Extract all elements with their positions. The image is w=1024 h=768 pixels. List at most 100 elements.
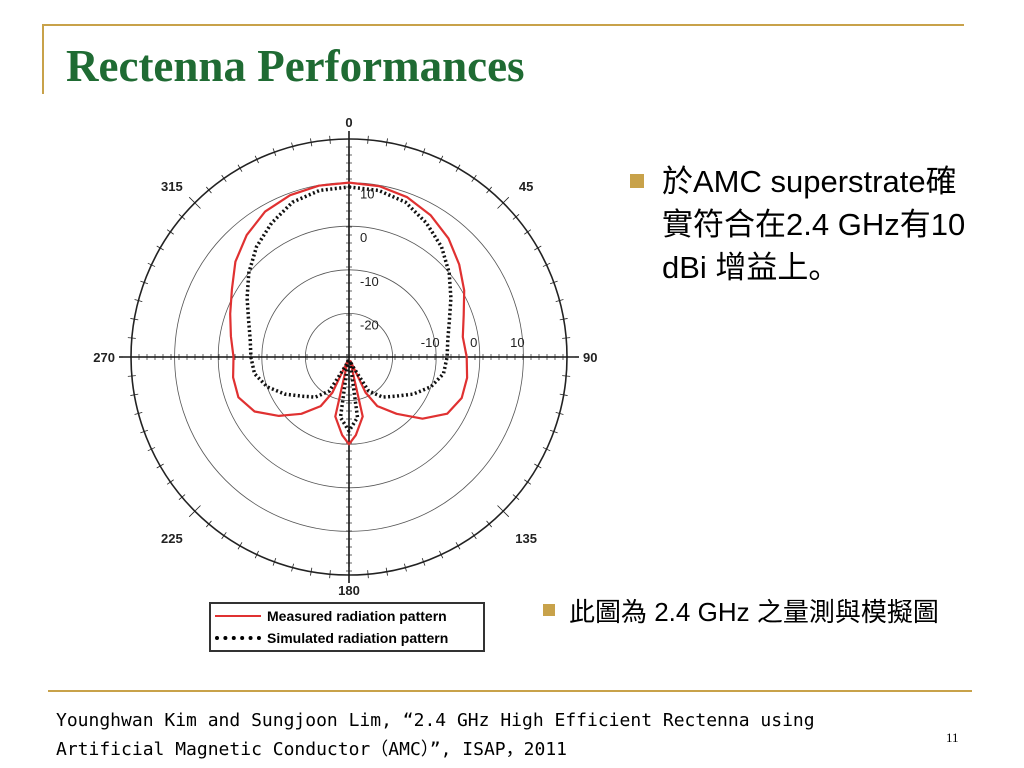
angle-tick-label: 180 <box>338 583 360 598</box>
angle-tick <box>439 155 444 164</box>
angle-tick <box>254 155 259 164</box>
series-line-simulated <box>245 185 453 433</box>
angle-tick <box>310 567 313 576</box>
angle-tick-label: 315 <box>161 179 183 194</box>
angle-tick <box>385 567 388 576</box>
radial-tick-label: -10 <box>360 274 379 289</box>
legend-swatch-simulated <box>215 636 261 640</box>
angle-tick <box>367 570 369 579</box>
angle-tick <box>421 557 426 566</box>
angle-tick <box>471 532 477 540</box>
citation-line-1: Younghwan Kim and Sungjoon Lim, “2.4 GHz… <box>56 710 815 731</box>
angle-tick <box>512 494 520 501</box>
angle-tick <box>221 174 227 182</box>
angle-tick-label: 135 <box>515 531 537 546</box>
angle-tick <box>455 164 461 172</box>
angle-tick <box>486 186 493 194</box>
angle-tick <box>205 186 212 194</box>
angle-tick <box>549 429 558 434</box>
bullet-text-figure-note: 此圖為 2.4 GHz 之量測與模擬圖 <box>569 597 939 627</box>
radial-tick-label: -10 <box>421 335 440 350</box>
angle-tick <box>559 393 568 396</box>
title-frame-top-rule <box>42 24 964 26</box>
angle-tick <box>555 412 564 415</box>
footer-rule <box>48 690 972 692</box>
angle-tick <box>237 542 243 550</box>
legend-label-simulated: Simulated radiation pattern <box>267 630 449 646</box>
angle-tick <box>127 337 136 339</box>
angle-tick <box>471 174 477 182</box>
angle-tick <box>562 375 571 377</box>
angle-tick <box>291 563 294 572</box>
angle-tick <box>555 299 564 302</box>
radial-tick-label: 0 <box>470 335 477 350</box>
angle-tick <box>512 213 520 220</box>
legend-label-measured: Measured radiation pattern <box>267 608 447 624</box>
angle-tick <box>534 245 542 251</box>
angle-tick <box>130 393 139 396</box>
angle-tick <box>178 213 186 220</box>
angle-tick <box>188 196 201 209</box>
polar-grid <box>119 131 579 583</box>
square-bullet-icon <box>543 604 555 616</box>
angle-tick <box>272 557 277 566</box>
angle-tick <box>329 570 331 579</box>
polar-series <box>229 181 469 446</box>
legend-swatch-measured <box>215 615 261 617</box>
angle-tick <box>221 532 227 540</box>
square-bullet-icon <box>630 174 644 188</box>
angle-tick <box>404 142 407 151</box>
angle-tick <box>559 318 568 321</box>
citation-line-2: Artificial Magnetic Conductor（AMC）”, ISA… <box>56 739 567 760</box>
angle-tick <box>549 280 558 285</box>
angle-tick <box>166 229 174 235</box>
angle-tick <box>439 550 444 559</box>
angle-tick-label: 225 <box>161 531 183 546</box>
angle-tick <box>156 245 164 251</box>
angle-tick <box>156 463 164 469</box>
series-line-measured <box>229 181 469 446</box>
angle-tick <box>367 135 369 144</box>
angle-tick <box>237 164 243 172</box>
angle-tick <box>134 299 143 302</box>
bullet-text-gain: 於AMC superstrate確實符合在2.4 GHz有10 dBi 增益上。 <box>662 164 966 285</box>
bullet-item-figure-note: 此圖為 2.4 GHz 之量測與模擬圖 <box>543 595 963 629</box>
angle-tick <box>147 447 156 452</box>
slide-title: Rectenna Performances <box>66 41 525 91</box>
angle-tick <box>140 429 149 434</box>
angle-tick <box>254 550 259 559</box>
angle-tick-label: 90 <box>583 350 597 365</box>
angle-tick <box>385 138 388 147</box>
angle-tick <box>329 135 331 144</box>
angle-tick <box>542 447 551 452</box>
bullet-item-gain: 於AMC superstrate確實符合在2.4 GHz有10 dBi 增益上。 <box>630 160 980 289</box>
angle-tick-label: 0 <box>345 115 352 130</box>
title-frame-left-rule <box>42 24 44 94</box>
angle-tick <box>524 229 532 235</box>
angle-tick <box>542 262 551 267</box>
angle-tick <box>404 563 407 572</box>
angle-tick <box>188 505 201 518</box>
page-number: 11 <box>946 730 959 745</box>
legend-item-simulated: Simulated radiation pattern <box>211 628 483 648</box>
angle-tick <box>178 494 186 501</box>
angle-tick <box>534 463 542 469</box>
angle-tick <box>205 520 212 528</box>
radial-tick-label: 10 <box>510 335 524 350</box>
angle-tick <box>497 505 510 518</box>
angle-tick <box>310 138 313 147</box>
angle-tick <box>134 412 143 415</box>
legend-item-measured: Measured radiation pattern <box>211 606 483 626</box>
angle-tick <box>130 318 139 321</box>
angle-tick <box>147 262 156 267</box>
citation: Younghwan Kim and Sungjoon Lim, “2.4 GHz… <box>56 706 956 764</box>
angle-tick <box>455 542 461 550</box>
angle-tick <box>166 479 174 485</box>
angle-tick-label: 45 <box>519 179 533 194</box>
angle-tick-label: 270 <box>93 350 115 365</box>
angle-tick <box>562 337 571 339</box>
radial-tick-label: 0 <box>360 230 367 245</box>
chart-legend: Measured radiation pattern Simulated rad… <box>209 602 485 652</box>
